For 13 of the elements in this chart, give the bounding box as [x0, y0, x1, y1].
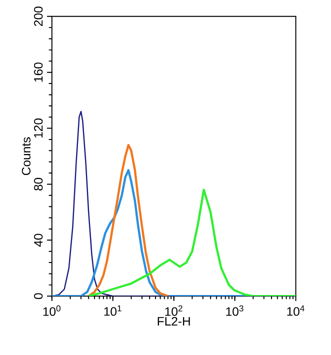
- x-tick-label: 10$^{4}$: [287, 305, 304, 316]
- x-tick-label: 10$^{3}$: [226, 305, 244, 316]
- y-axis-title: Counts: [22, 137, 31, 176]
- x-tick-label: 10$^{0}$: [43, 305, 60, 316]
- y-tick-label: 0: [34, 293, 43, 300]
- y-tick-label: 80: [34, 178, 43, 190]
- y-tick-label: 160: [34, 62, 43, 82]
- y-tick-label: 120: [34, 118, 43, 138]
- y-tick-label: 200: [34, 6, 43, 26]
- x-axis-title: FL2-H: [158, 316, 190, 326]
- x-tick-label: 10$^{2}$: [165, 305, 182, 316]
- y-tick-label: 40: [34, 234, 43, 247]
- x-tick-label: 10$^{1}$: [104, 305, 122, 316]
